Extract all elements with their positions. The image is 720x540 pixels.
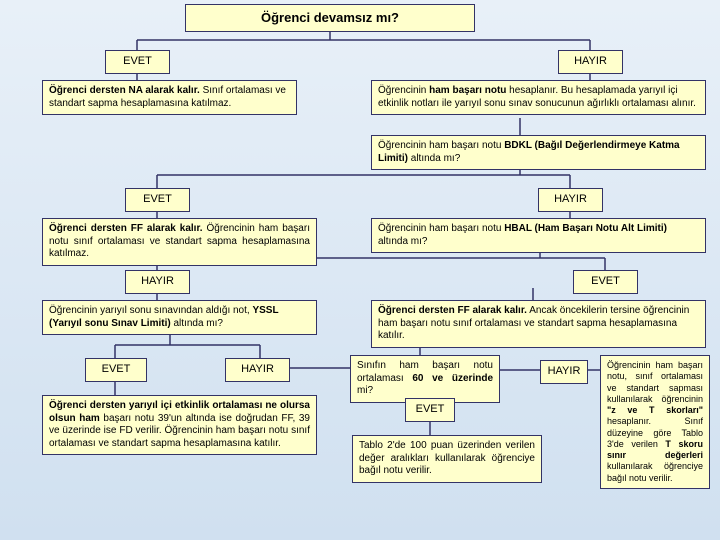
title-box: Öğrenci devamsız mı?: [185, 4, 475, 32]
decision-hayir-4: HAYIR: [225, 358, 290, 382]
box-tablo2: Tablo 2'de 100 puan üzerinden verilen de…: [352, 435, 542, 483]
box-bdkl: Öğrencinin ham başarı notu BDKL (Bağıl D…: [371, 135, 706, 170]
decision-evet-2: EVET: [125, 188, 190, 212]
decision-hayir-3: HAYIR: [125, 270, 190, 294]
decision-evet-5: EVET: [405, 398, 455, 422]
decision-hayir-2: HAYIR: [538, 188, 603, 212]
box-na: Öğrenci dersten NA alarak kalır. Sınıf o…: [42, 80, 297, 115]
box-ham: Öğrencinin ham başarı notu hesaplanır. B…: [371, 80, 706, 115]
decision-hayir-5: HAYIR: [540, 360, 588, 384]
box-hbal: Öğrencinin ham başarı notu HBAL (Ham Baş…: [371, 218, 706, 253]
box-60: Sınıfın ham başarı notu ortalaması 60 ve…: [350, 355, 500, 403]
decision-hayir-1: HAYIR: [558, 50, 623, 74]
title-text: Öğrenci devamsız mı?: [261, 10, 399, 25]
box-ff2: Öğrenci dersten FF alarak kalır. Ancak ö…: [371, 300, 706, 348]
decision-evet-1: EVET: [105, 50, 170, 74]
decision-evet-4: EVET: [85, 358, 147, 382]
box-zt: Öğrencinin ham başarı notu, sınıf ortala…: [600, 355, 710, 489]
box-yariyil: Öğrenci dersten yarıyıl içi etkinlik ort…: [42, 395, 317, 455]
decision-evet-3: EVET: [573, 270, 638, 294]
box-yssl: Öğrencinin yarıyıl sonu sınavından aldığ…: [42, 300, 317, 335]
box-ff: Öğrenci dersten FF alarak kalır. Öğrenci…: [42, 218, 317, 266]
